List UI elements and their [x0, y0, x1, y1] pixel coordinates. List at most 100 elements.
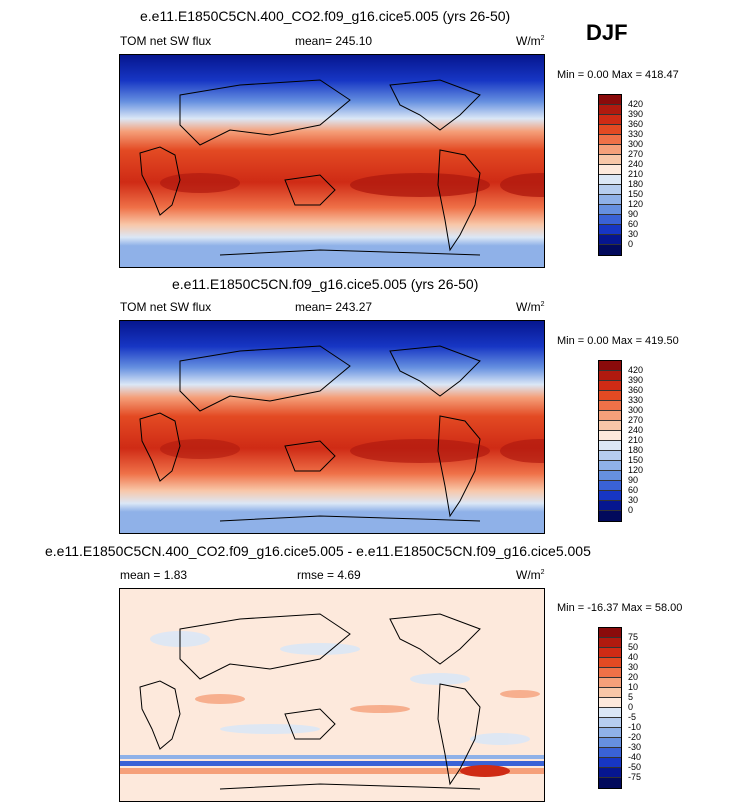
panel3-map: [119, 588, 545, 802]
colorbar-swatch: [599, 205, 621, 215]
colorbar-swatch: [599, 688, 621, 698]
colorbar-swatch: [599, 511, 621, 521]
colorbar-tick-label: 210: [628, 435, 644, 445]
colorbar-tick-label: 360: [628, 119, 644, 129]
colorbar-tick-label: -75: [628, 772, 642, 782]
colorbar-tick-label: 5: [628, 692, 634, 702]
colorbar-tick-label: 300: [628, 405, 644, 415]
colorbar-swatch: [599, 728, 621, 738]
colorbar-tick-label: 240: [628, 159, 644, 169]
colorbar-tick-label: 10: [628, 682, 639, 692]
colorbar-swatch: [599, 401, 621, 411]
colorbar-swatch: [599, 225, 621, 235]
panel2-minmax: Min = 0.00 Max = 419.50: [557, 335, 679, 347]
panel2-units: W/m2: [516, 300, 545, 314]
colorbar-tick-label: 75: [628, 632, 639, 642]
colorbar-tick-label: 30: [628, 662, 639, 672]
colorbar-tick-label: 150: [628, 455, 644, 465]
colorbar-tick-label: 60: [628, 219, 639, 229]
colorbar-swatch: [599, 105, 621, 115]
colorbar-swatch: [599, 678, 621, 688]
colorbar-swatch: [599, 758, 621, 768]
colorbar-swatch: [599, 638, 621, 648]
colorbar-tick-label: 0: [628, 239, 634, 249]
panel1-mean-label: mean= 245.10: [295, 34, 373, 48]
colorbar-tick-label: 300: [628, 139, 644, 149]
colorbar-tick-label: 210: [628, 169, 644, 179]
colorbar-tick-label: 150: [628, 189, 644, 199]
colorbar-tick-label: 20: [628, 672, 639, 682]
colorbar-tick-label: 120: [628, 199, 644, 209]
colorbar-tick-label: 90: [628, 475, 639, 485]
colorbar-tick-label: 90: [628, 209, 639, 219]
panel3-units: W/m2: [516, 568, 545, 582]
colorbar-swatch: [599, 648, 621, 658]
panel2-variable-label: TOM net SW flux: [120, 300, 212, 314]
colorbar-swatch: [599, 195, 621, 205]
colorbar-swatch: [599, 471, 621, 481]
panel1-title: e.e11.E1850C5CN.400_CO2.f09_g16.cice5.00…: [140, 8, 511, 24]
colorbar-swatch: [599, 175, 621, 185]
panel3-mean-label: mean = 1.83: [120, 568, 188, 582]
colorbar-swatch: [599, 145, 621, 155]
colorbar-tick-label: 0: [628, 505, 634, 515]
colorbar-swatch: [599, 431, 621, 441]
colorbar-tick-label: 270: [628, 415, 644, 425]
colorbar-swatch: [599, 441, 621, 451]
colorbar-swatch: [599, 481, 621, 491]
colorbar-swatch: [599, 698, 621, 708]
colorbar-tick-label: 50: [628, 642, 639, 652]
colorbar-tick-label: -20: [628, 732, 642, 742]
colorbar-tick-label: 420: [628, 99, 644, 109]
panel3-minmax: Min = -16.37 Max = 58.00: [557, 602, 683, 614]
colorbar-tick-label: 330: [628, 395, 644, 405]
colorbar-swatch: [599, 778, 621, 788]
colorbar-tick-label: 390: [628, 109, 644, 119]
colorbar-swatch: [599, 461, 621, 471]
colorbar-tick-label: 180: [628, 445, 644, 455]
colorbar-swatch: [599, 421, 621, 431]
colorbar-swatch: [599, 381, 621, 391]
colorbar-swatch: [599, 125, 621, 135]
colorbar-tick-label: 330: [628, 129, 644, 139]
colorbar-swatch: [599, 501, 621, 511]
colorbar-swatch: [599, 658, 621, 668]
colorbar-swatch: [599, 115, 621, 125]
colorbar-swatch: [599, 245, 621, 255]
colorbar-tick-label: 390: [628, 375, 644, 385]
colorbar-swatch: [599, 491, 621, 501]
panel3-title: e.e11.E1850C5CN.400_CO2.f09_g16.cice5.00…: [45, 543, 591, 559]
colorbar-swatch: [599, 95, 621, 105]
colorbar-swatch: [599, 708, 621, 718]
panel3-colorbar: [598, 627, 622, 789]
colorbar-swatch: [599, 371, 621, 381]
colorbar-swatch: [599, 155, 621, 165]
colorbar-swatch: [599, 738, 621, 748]
colorbar-tick-label: 180: [628, 179, 644, 189]
colorbar-tick-label: -10: [628, 722, 642, 732]
colorbar-swatch: [599, 361, 621, 371]
colorbar-swatch: [599, 668, 621, 678]
colorbar-swatch: [599, 185, 621, 195]
colorbar-swatch: [599, 748, 621, 758]
panel2-colorbar: [598, 360, 622, 522]
colorbar-tick-label: -50: [628, 762, 642, 772]
colorbar-swatch: [599, 215, 621, 225]
colorbar-swatch: [599, 768, 621, 778]
colorbar-swatch: [599, 391, 621, 401]
colorbar-tick-label: 0: [628, 702, 634, 712]
colorbar-tick-label: -5: [628, 712, 637, 722]
colorbar-swatch: [599, 165, 621, 175]
panel1-minmax: Min = 0.00 Max = 418.47: [557, 69, 679, 81]
colorbar-swatch: [599, 718, 621, 728]
colorbar-swatch: [599, 451, 621, 461]
panel2-title: e.e11.E1850C5CN.f09_g16.cice5.005 (yrs 2…: [172, 276, 479, 292]
colorbar-tick-label: 360: [628, 385, 644, 395]
colorbar-tick-label: 270: [628, 149, 644, 159]
colorbar-tick-label: -30: [628, 742, 642, 752]
colorbar-tick-label: 30: [628, 229, 639, 239]
panel1-colorbar: [598, 94, 622, 256]
colorbar-tick-label: 30: [628, 495, 639, 505]
panel1-units: W/m2: [516, 34, 545, 48]
colorbar-swatch: [599, 628, 621, 638]
